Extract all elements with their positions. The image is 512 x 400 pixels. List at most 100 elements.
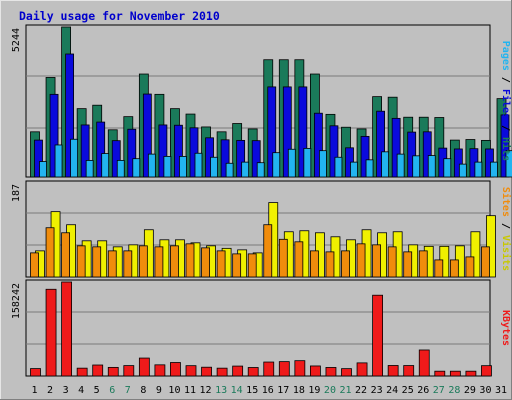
bar-visits-sites-day-2 [45,227,55,278]
bar-hits-pages-day-16 [272,152,281,178]
x-tick-label-day-29: 29 [464,385,476,396]
bar-hits-files-day-23 [376,110,386,178]
bar-hits-files-day-13 [220,139,230,178]
bar-hits-files-day-25 [407,131,417,178]
bar-kbytes-kbytes-day-29 [465,370,477,377]
bar-visits-sites-day-29 [465,256,475,278]
bar-visits-sites-day-16 [263,224,273,278]
bar-kbytes-kbytes-day-24 [387,365,399,377]
x-tick-label-day-13: 13 [215,385,227,396]
x-tick-label-day-22: 22 [355,385,367,396]
bar-kbytes-kbytes-day-1 [30,368,41,377]
bar-hits-pages-day-15 [256,162,265,178]
bar-hits-pages-day-9 [163,156,172,178]
panel-hits: 5244 Pages / Files / Hits [11,24,512,178]
bar-visits-sites-day-13 [216,250,226,278]
legend-item-files: Files [500,89,512,119]
legend-item-visits: Visits [500,235,512,271]
bar-kbytes-kbytes-day-7 [123,365,135,377]
legend-item-pages: Pages [500,41,511,71]
bar-hits-pages-day-2 [54,144,63,178]
bar-visits-sites-day-17 [278,238,288,278]
bar-kbytes-kbytes-day-19 [309,365,321,377]
bar-hits-files-day-24 [391,117,401,178]
bar-kbytes-kbytes-day-15 [247,367,259,377]
bar-hits-files-day-19 [313,112,323,178]
legend-kbytes: KBytes [500,310,511,346]
x-tick-label-day-10: 10 [168,385,180,396]
x-axis-labels: 1 2 3 4 5 6 7 8 9 10 11 12 13 14 15 16 17 18 19 20 21 22 23 24 2… [31,385,507,396]
bar-hits-pages-day-21 [350,161,358,178]
bar-hits-pages-day-17 [287,148,296,178]
bar-hits-pages-day-24 [396,153,405,178]
bar-visits-sites-day-27 [434,259,444,278]
x-tick-label-day-15: 15 [246,385,258,396]
y-max-label-visits: 187 [11,184,22,202]
legend-item-kbytes: KBytes [500,310,511,346]
bar-hits-pages-day-10 [179,156,187,178]
bar-visits-sites-day-12 [201,247,210,278]
bar-hits-files-day-17 [282,86,292,178]
bar-hits-pages-day-31 [505,150,512,178]
bar-hits-pages-day-3 [70,138,78,178]
legend-separator: / [500,217,511,235]
bar-visits-sites-day-4 [76,245,86,278]
bar-kbytes-kbytes-day-14 [232,365,244,377]
legend-visits: Sites / Visits [500,187,512,271]
bar-kbytes-kbytes-day-23 [372,294,384,377]
legend-separator: / [500,71,511,89]
bar-hits-pages-day-11 [194,152,203,178]
bar-visits-sites-day-22 [356,243,366,278]
panel-frame [25,279,491,377]
bar-visits-sites-day-18 [294,241,304,278]
bar-hits-files-day-16 [267,86,277,178]
bar-hits-pages-day-27 [443,158,452,178]
bar-kbytes-kbytes-day-9 [154,364,166,377]
bar-visits-sites-day-30 [481,246,490,278]
panel-visits: 187 Sites / Visits [11,180,512,278]
x-tick-label-day-20: 20 [324,385,336,396]
bar-hits-pages-day-30 [490,161,498,178]
bar-visits-sites-day-10 [170,245,179,278]
bar-hits-files-day-11 [189,127,199,178]
bar-visits-visits-day-30 [486,215,496,278]
x-tick-label-day-6: 6 [109,385,115,396]
bar-hits-files-day-18 [298,86,308,178]
bar-kbytes-kbytes-day-21 [341,368,352,377]
bar-kbytes-kbytes-day-26 [418,349,430,377]
bar-visits-sites-day-14 [232,253,242,278]
x-tick-label-day-31: 31 [495,385,507,396]
bar-visits-sites-day-6 [107,250,117,278]
bar-kbytes-kbytes-day-13 [216,367,228,377]
x-tick-label-day-17: 17 [277,385,289,396]
bar-visits-sites-day-9 [154,246,164,278]
bar-hits-pages-day-8 [147,153,156,178]
x-tick-label-day-7: 7 [125,385,131,396]
bar-kbytes-kbytes-day-20 [325,367,337,377]
bar-hits-pages-day-18 [303,147,312,178]
legend-separator: / [500,119,511,137]
bar-hits-files-day-26 [422,131,432,178]
bar-hits-files-day-20 [329,125,339,178]
legend-item-sites: Sites [500,187,512,217]
bar-visits-sites-day-15 [247,253,257,278]
x-tick-label-day-27: 27 [433,385,445,396]
bar-hits-pages-day-26 [427,155,436,178]
bar-kbytes-kbytes-day-27 [434,370,446,377]
legend-item-hits: Hits [500,137,512,161]
chart-panels: 5244 Pages / Files / Hits 187 Sites / Visit… [11,24,512,377]
panel-kbytes: 158242 KBytes [11,279,511,377]
bar-hits-pages-day-14 [241,161,250,178]
bar-hits-files-day-15 [251,140,261,178]
x-tick-label-day-16: 16 [262,385,274,396]
bar-visits-sites-day-21 [341,250,350,278]
bar-kbytes-kbytes-day-2 [45,288,57,377]
x-tick-label-day-21: 21 [339,385,351,396]
bar-visits-sites-day-20 [325,251,335,278]
x-tick-label-day-25: 25 [402,385,414,396]
bar-kbytes-kbytes-day-10 [170,362,181,377]
x-tick-label-day-28: 28 [448,385,460,396]
bar-hits-files-day-10 [174,124,183,178]
bar-kbytes-kbytes-day-3 [61,281,72,377]
bar-hits-pages-day-23 [381,151,390,178]
